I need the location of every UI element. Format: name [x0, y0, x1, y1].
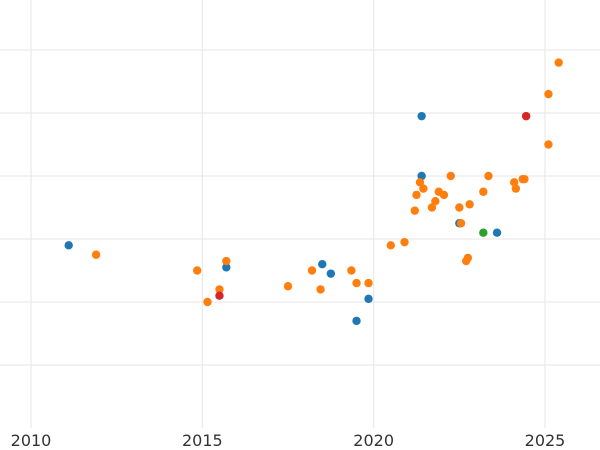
- data-point-orange-6: [307, 266, 317, 275]
- data-point-orange-3: [215, 285, 224, 294]
- data-point-orange-17: [427, 203, 437, 212]
- data-point-orange-27: [479, 187, 488, 196]
- data-point-orange-35: [544, 89, 553, 99]
- data-point-orange-1: [192, 266, 202, 275]
- data-point-orange-2: [203, 297, 212, 307]
- grid: [0, 0, 600, 428]
- data-point-blue-6: [417, 111, 426, 121]
- data-point-orange-28: [484, 171, 493, 181]
- data-point-orange-26: [465, 200, 474, 209]
- data-point-orange-21: [446, 171, 455, 181]
- data-point-blue-1: [222, 263, 231, 272]
- data-point-blue-7: [417, 171, 426, 181]
- data-point-orange-29: [509, 178, 519, 187]
- data-point-orange-32: [520, 174, 529, 184]
- data-point-orange-20: [439, 190, 449, 200]
- data-point-blue-5: [364, 294, 373, 304]
- data-points: [64, 58, 563, 326]
- data-point-blue-0: [64, 241, 73, 250]
- data-point-orange-13: [410, 206, 419, 215]
- data-point-orange-12: [400, 237, 409, 247]
- data-point-orange-16: [419, 184, 428, 193]
- x-tick-label: 2025: [525, 431, 566, 450]
- data-point-orange-23: [456, 219, 466, 228]
- x-axis-ticks: 2010 2015 2020 2025: [11, 431, 566, 450]
- data-point-orange-15: [415, 178, 425, 187]
- data-point-orange-30: [511, 184, 521, 193]
- data-point-blue-2: [318, 260, 327, 269]
- data-point-orange-8: [347, 266, 356, 275]
- data-point-blue-3: [326, 269, 336, 278]
- data-point-orange-34: [544, 140, 553, 149]
- data-point-orange-11: [386, 241, 395, 250]
- data-point-blue-4: [352, 316, 361, 326]
- data-point-red-0: [215, 291, 224, 300]
- data-point-orange-9: [352, 278, 361, 288]
- data-point-orange-36: [554, 58, 563, 67]
- data-point-orange-25: [463, 253, 473, 263]
- data-point-orange-14: [412, 190, 421, 200]
- data-point-orange-18: [431, 197, 440, 206]
- data-point-orange-7: [316, 285, 325, 294]
- data-point-red-1: [521, 111, 531, 121]
- x-tick-label: 2015: [182, 431, 223, 450]
- data-point-orange-0: [91, 250, 101, 259]
- data-point-green-0: [479, 228, 488, 237]
- data-point-orange-10: [364, 278, 373, 288]
- data-point-blue-9: [492, 228, 502, 237]
- x-tick-label: 2010: [11, 431, 52, 450]
- data-point-orange-22: [455, 203, 464, 212]
- x-tick-label: 2020: [353, 431, 394, 450]
- data-point-orange-5: [283, 282, 293, 291]
- data-point-orange-4: [222, 256, 231, 266]
